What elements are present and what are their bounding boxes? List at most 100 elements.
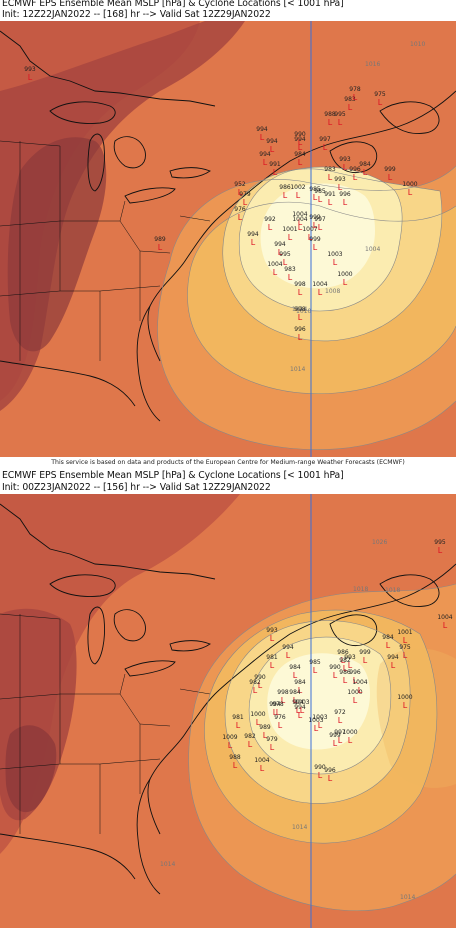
coastline-group xyxy=(0,30,456,422)
panel-1-cyclone-low-marker: L xyxy=(353,173,358,182)
panel-1-cyclone-pressure-label: 978 xyxy=(349,86,361,93)
panel-1-cyclone-low-marker: L xyxy=(328,118,333,127)
lake-michigan xyxy=(87,133,105,192)
panel-2-cyclone-low-marker: L xyxy=(403,701,408,710)
panel-1-cyclone-pressure-label: 1003 xyxy=(327,251,342,258)
panel-2-cyclone-pressure-label: 999 xyxy=(329,732,341,739)
panel-2-map-svg: 1026 1014 1018 1014 1018 1014 995L1004L1… xyxy=(0,494,456,928)
panel-1-cyclone-low-marker: L xyxy=(338,183,343,192)
panel-1-cyclone-low-marker: L xyxy=(298,288,303,297)
panel-2-map: 1026 1014 1018 1014 1018 1014 995 L 1004 L 1… xyxy=(0,494,456,928)
lake-huron xyxy=(113,136,146,169)
panel-1-cyclone-low-marker: L xyxy=(273,268,278,277)
panel-2-cyclone-pressure-label: 981 xyxy=(232,714,244,721)
panel-1-cyclone-pressure-label: 994 xyxy=(256,126,268,133)
panel-2-cyclone-low-marker: L xyxy=(248,740,253,749)
panel-2-cyclone-low-marker: L xyxy=(298,711,303,720)
panel-1-cyclone-low-marker: L xyxy=(298,158,303,167)
panel-2-cyclone-pressure-label: 996 xyxy=(324,767,336,774)
panel-2-cyclone-pressure-label: 990 xyxy=(254,674,266,681)
great-lakes xyxy=(49,101,211,204)
panel-1-cyclone-low-marker: L xyxy=(308,233,313,242)
panel-2-cyclone-pressure-label: 988 xyxy=(229,754,241,761)
panel-1-cyclone-low-marker: L xyxy=(288,273,293,282)
panel-2-cyclone-pressure-label: 1004 xyxy=(254,757,269,764)
panel-1-cyclone-pressure-label: 999 xyxy=(309,236,321,243)
lake-huron xyxy=(113,609,146,642)
panel-2-cyclone-pressure-label: 982 xyxy=(249,679,261,686)
panel-2-cyclone-pressure-label: 990 xyxy=(329,664,341,671)
panel-2-cyclone-low-marker: L xyxy=(313,666,318,675)
panel-2-cyclone-pressure-label: 975 xyxy=(399,644,411,651)
panel-2-cyclone-low-marker: L xyxy=(270,661,275,670)
panel-1-cyclone-low-marker: L xyxy=(328,198,333,207)
panel-2-cyclone-pressure-label: 994 xyxy=(282,644,294,651)
pressure-fill-1000 xyxy=(260,183,375,289)
panel-1-cyclone-pressure-label: 993 xyxy=(339,156,351,163)
panel-2-cyclone-pressure-label: 993 xyxy=(344,654,356,661)
panel-1-cyclone-pressure-label: 985 xyxy=(314,188,326,195)
panel-2-cyclone-pressure-label: 982 xyxy=(339,657,351,664)
panel-1-cyclone-low-marker: L xyxy=(268,223,273,232)
panel-1-cyclone-low-marker: L xyxy=(270,145,275,154)
panel-2-cyclone-pressure-label: 993 xyxy=(266,627,278,634)
panel-1-cyclone-low-marker: L xyxy=(238,188,243,197)
isobar-label: 1018 xyxy=(353,586,368,593)
pressure-fill-1024 xyxy=(0,494,240,854)
pressure-fill-1000 xyxy=(267,653,370,750)
panel-2-cyclone-low-marker: L xyxy=(293,696,298,705)
panel-1-cyclone-pressure-label: 986 xyxy=(279,184,291,191)
panel-1-cyclone-pressure-label: 992 xyxy=(264,216,276,223)
pressure-fill-1032 xyxy=(7,137,107,352)
panel-2-cyclone-pressure-label: 984 xyxy=(294,679,306,686)
panel-1-cyclone-low-marker: L xyxy=(298,143,303,152)
panel-2-cyclone-pressure-label: 1000 xyxy=(397,694,412,701)
isobar-label: 1010 xyxy=(410,41,425,48)
panel-2-cyclone-low-marker: L xyxy=(236,721,241,730)
panel-2-cyclone-low-marker: L xyxy=(348,736,353,745)
panel-1-cyclone-pressure-label: 1002 xyxy=(290,184,305,191)
panel-2-cyclone-pressure-label: 1003 xyxy=(312,714,327,721)
panel-1-cyclone-pressure-label: 1004 xyxy=(267,261,282,268)
panel-1-cyclone-pressure-label: 996 xyxy=(294,326,306,333)
isobar-label: 1004 xyxy=(365,246,380,253)
isobar-label: 1014 xyxy=(160,861,175,868)
panel-1-cyclone-pressure-label: 996 xyxy=(339,191,351,198)
panel-2-cyclone-low-marker: L xyxy=(318,721,323,730)
isobars xyxy=(188,583,456,912)
panel-2-cyclone-pressure-label: 1004 xyxy=(437,614,452,621)
panel-1-cyclone-pressure-label: 975 xyxy=(374,91,386,98)
panel-2-cyclone-low-marker: L xyxy=(391,661,396,670)
panel-1-cyclone-low-marker: L xyxy=(408,188,413,197)
panel-2-cyclone-pressure-label: 979 xyxy=(266,736,278,743)
panel-1-cyclone-pressure-label: 993 xyxy=(334,176,346,183)
state-borders xyxy=(0,613,211,834)
panel-1-cyclone-low-marker: L xyxy=(283,258,288,267)
panel-2-cyclone-pressure-label: 981 xyxy=(266,654,278,661)
pressure-fill-1012-east xyxy=(376,648,456,788)
panel-1-cyclone-pressure-label: 983 xyxy=(284,266,296,273)
panel-1-cyclone-pressure-label: 985 xyxy=(309,186,321,193)
panel-1-cyclone-low-marker: L xyxy=(298,223,303,232)
panel-2-cyclone-low-marker: L xyxy=(333,671,338,680)
panel-2-cyclone-low-marker: L xyxy=(386,641,391,650)
panel-1-cyclone-pressure-label: 999 xyxy=(309,214,321,221)
panel-1-cyclone-pressure-label: 1000 xyxy=(337,271,352,278)
panel-2-cyclone-low-marker: L xyxy=(443,621,448,630)
panel-1-cyclone-low-marker: L xyxy=(238,213,243,222)
panel-2-cyclone-low-marker: L xyxy=(338,736,343,745)
lake-superior xyxy=(49,101,116,124)
panel-2-cyclone-low-marker: L xyxy=(258,681,263,690)
panel-2-cyclone-pressure-label: 986 xyxy=(337,649,349,656)
lake-erie xyxy=(124,660,176,677)
isobar-label: 1018 xyxy=(385,587,400,594)
panel-2-cyclone-low-marker: L xyxy=(338,716,343,725)
panel-1-subtitle: Init: 12Z22JAN2022 -- [168] hr --> Valid… xyxy=(2,9,271,20)
panel-2-cyclone-low-marker: L xyxy=(353,696,358,705)
panel-2-cyclone-pressure-label: 1000 xyxy=(342,729,357,736)
panel-1-map: 1014 1010 1014 1004 1008 1016 1010 993 L 9… xyxy=(0,21,456,457)
panel-2-cyclone-low-marker: L xyxy=(353,676,358,685)
panel-1-cyclone-low-marker: L xyxy=(348,103,353,112)
isobar-label: 1014 xyxy=(292,824,307,831)
